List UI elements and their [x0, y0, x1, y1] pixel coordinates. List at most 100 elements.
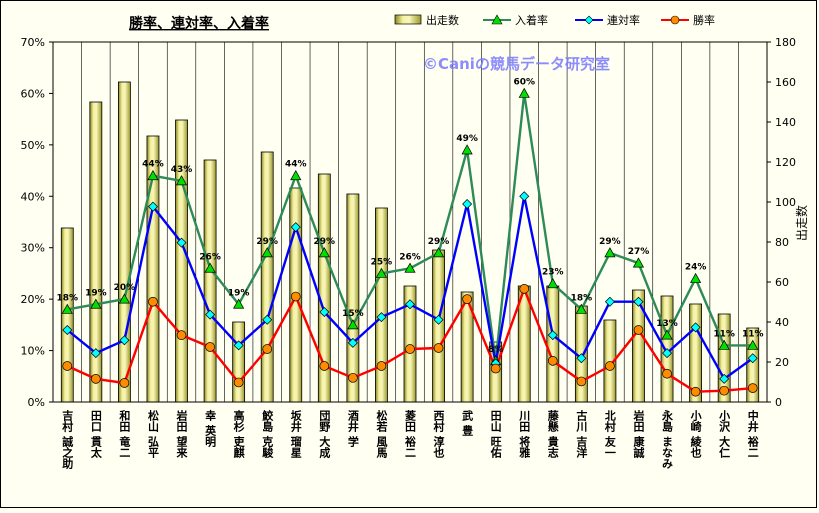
point-入着率: [90, 298, 102, 309]
data-label-入着率: 24%: [685, 263, 707, 273]
category-label: 酒井 学: [346, 410, 359, 448]
point-入着率: [432, 247, 445, 258]
watermark: ©Caniの競馬データ研究室: [423, 55, 610, 73]
data-label-入着率: 23%: [542, 268, 564, 278]
category-label: 古川 吉洋: [575, 409, 589, 459]
point-勝率: [233, 377, 244, 388]
bar-出走数: [546, 285, 560, 403]
point-勝率: [690, 386, 701, 397]
left-tick-label: 40%: [21, 190, 45, 203]
point-入着率: [375, 267, 388, 278]
point-連対率: [147, 201, 158, 212]
point-入着率: [718, 339, 730, 350]
point-勝率: [719, 385, 730, 396]
data-label-入着率: 25%: [371, 257, 393, 267]
legend-swatch-出走数: [394, 14, 422, 25]
data-label-入着率: 29%: [256, 237, 278, 247]
point-連対率: [205, 309, 216, 320]
point-連対率: [719, 373, 730, 384]
point-入着率: [147, 169, 159, 181]
point-勝率: [747, 383, 758, 393]
bar-出走数: [60, 227, 74, 403]
bar-出走数: [118, 81, 131, 403]
category-label: 中井 裕二: [746, 409, 760, 458]
point-勝率: [262, 344, 273, 354]
data-label-入着率: 49%: [456, 134, 478, 144]
point-入着率: [233, 298, 245, 309]
data-label-入着率: 15%: [342, 309, 364, 319]
left-tick-label: 10%: [21, 345, 45, 358]
point-連対率: [547, 330, 558, 341]
bar-出走数: [432, 249, 445, 403]
data-label-入着率: 11%: [713, 329, 735, 339]
data-label-入着率: 19%: [85, 288, 107, 298]
category-label: 団野 大成: [318, 409, 331, 459]
data-label-入着率: 19%: [228, 288, 250, 298]
left-tick-label: 60%: [21, 87, 45, 100]
data-label-入着率: 60%: [513, 77, 535, 87]
category-label: 幸 英明: [204, 409, 218, 448]
data-label-入着率: 29%: [314, 237, 336, 247]
point-連対率: [290, 222, 301, 233]
point-入着率: [261, 247, 273, 258]
point-入着率: [690, 272, 702, 283]
point-連対率: [262, 314, 273, 325]
left-tick-label: 70%: [21, 36, 45, 49]
right-tick-label: 120: [775, 156, 796, 169]
point-連対率: [433, 314, 444, 325]
point-勝率: [405, 344, 415, 354]
left-axis-ticks: 0% 10% 20% 30% 40% 50% 60% 70%: [21, 36, 53, 409]
right-tick-label: 100: [775, 196, 796, 209]
point-入着率: [547, 277, 559, 289]
data-label-入着率: 27%: [628, 247, 650, 257]
bar-出走数: [260, 151, 274, 403]
point-入着率: [204, 262, 216, 273]
category-label: 西村 淳也: [432, 410, 445, 458]
point-入着率: [632, 257, 645, 268]
point-勝率: [90, 374, 101, 384]
point-入着率: [575, 303, 587, 314]
left-tick-label: 30%: [21, 242, 45, 255]
point-入着率: [118, 293, 130, 304]
category-labels: 吉村 誠之助 田口 貫太 和田 竜二 松山 弘平 岩田 望来 幸 英明 高杉 吏麒 鮫島 克駿…: [61, 409, 760, 470]
point-連対率: [319, 307, 330, 317]
point-連対率: [662, 348, 673, 359]
data-label-入着率: 43%: [171, 165, 193, 175]
line-series: [61, 87, 759, 397]
legend-marker-勝率: [670, 15, 680, 25]
bar-出走数: [346, 193, 360, 403]
category-label: 高杉 吏麒: [232, 409, 245, 459]
category-label: 吉村 誠之助: [61, 409, 74, 470]
point-連対率: [62, 325, 73, 335]
point-勝率: [576, 376, 587, 387]
point-入着率: [290, 169, 302, 181]
point-勝率: [348, 372, 358, 383]
data-label-入着率: 44%: [142, 160, 164, 170]
point-連対率: [462, 199, 473, 209]
category-label: 田山 旺佑: [489, 410, 503, 459]
point-連対率: [233, 340, 244, 351]
point-勝率: [490, 363, 501, 374]
left-tick-label: 50%: [21, 139, 45, 152]
point-勝率: [176, 330, 187, 340]
data-label-入着率: 13%: [656, 319, 678, 329]
point-連対率: [376, 312, 387, 323]
point-入着率: [404, 262, 416, 273]
data-label-入着率: 18%: [571, 293, 593, 303]
data-label-入着率: 26%: [399, 252, 421, 262]
legend-marker-入着率: [491, 14, 503, 25]
bar-出走数: [203, 159, 217, 403]
category-label: 鮫島 克駿: [261, 409, 274, 459]
category-label: 武 豊: [461, 409, 474, 436]
data-label-入着率: 8%: [488, 345, 503, 355]
point-勝率: [662, 368, 672, 379]
left-tick-label: 0%: [28, 396, 45, 409]
bar-出走数: [232, 321, 246, 403]
point-勝率: [376, 361, 387, 371]
category-label: 菱田 裕二: [404, 409, 418, 458]
legend-label-入着率: 入着率: [515, 13, 548, 27]
point-入着率: [461, 144, 473, 155]
point-勝率: [433, 343, 444, 353]
